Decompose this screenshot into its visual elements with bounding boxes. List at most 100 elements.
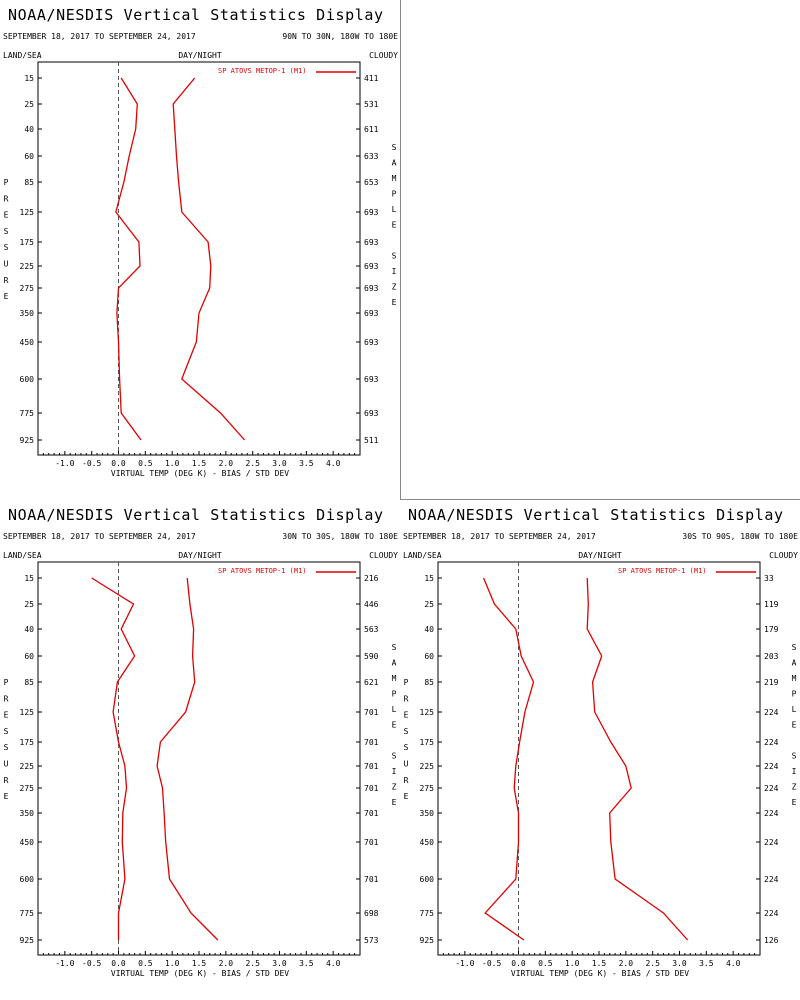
chart-title: NOAA/NESDIS Vertical Statistics Display <box>408 506 784 524</box>
right-label-letter: S <box>792 643 797 652</box>
right-label-letter: I <box>392 267 397 276</box>
sample-size-label: 216 <box>364 574 379 583</box>
x-tick-label: -0.5 <box>82 459 101 468</box>
pressure-tick-label: 85 <box>24 678 34 687</box>
x-tick-label: -1.0 <box>455 959 474 968</box>
right-label-letter: E <box>392 221 397 230</box>
pressure-tick-label: 125 <box>20 708 35 717</box>
x-tick-label: -1.0 <box>55 459 74 468</box>
right-label-letter: E <box>392 298 397 307</box>
panel-divider-horizontal <box>0 499 800 500</box>
ylabel-letter: S <box>4 243 9 252</box>
pressure-tick-label: 775 <box>420 909 435 918</box>
cloudy-label: CLOUDY <box>769 551 798 560</box>
pressure-tick-label: 175 <box>20 738 35 747</box>
x-tick-label: 0.5 <box>138 959 153 968</box>
right-label-letter: E <box>792 798 797 807</box>
right-label-letter: P <box>392 190 397 199</box>
pressure-tick-label: 925 <box>20 936 35 945</box>
pressure-tick-label: 450 <box>420 838 435 847</box>
x-tick-label: -0.5 <box>82 959 101 968</box>
chart-title: NOAA/NESDIS Vertical Statistics Display <box>8 506 384 524</box>
sample-size-label: 531 <box>364 100 379 109</box>
pressure-tick-label: 15 <box>424 574 434 583</box>
right-label-letter: P <box>392 690 397 699</box>
plot-frame <box>37 561 361 956</box>
right-label-letter: E <box>792 721 797 730</box>
ylabel-letter: E <box>404 711 409 720</box>
pressure-tick-label: 125 <box>420 708 435 717</box>
x-tick-label: 2.5 <box>245 459 260 468</box>
x-tick-label: 4.0 <box>726 959 741 968</box>
ylabel-letter: R <box>4 694 9 703</box>
pressure-tick-label: 925 <box>20 436 35 445</box>
day-night-label: DAY/NIGHT <box>178 51 222 60</box>
date-range: SEPTEMBER 18, 2017 TO SEPTEMBER 24, 2017 <box>3 32 196 41</box>
right-label-letter: Z <box>392 783 397 792</box>
pressure-tick-label: 600 <box>20 875 35 884</box>
right-label-letter: S <box>792 752 797 761</box>
right-label-letter: M <box>792 674 797 683</box>
sample-size-label: 224 <box>764 809 779 818</box>
region-label: 30S TO 90S, 180W TO 180E <box>682 532 798 541</box>
ylabel-letter: R <box>404 694 409 703</box>
plot-frame <box>37 61 361 456</box>
right-label-letter: E <box>392 798 397 807</box>
day-night-label: DAY/NIGHT <box>578 551 622 560</box>
ylabel-letter: P <box>4 678 9 687</box>
pressure-tick-label: 275 <box>20 284 35 293</box>
right-label-letter: L <box>792 705 797 714</box>
right-label-letter: M <box>392 674 397 683</box>
right-label-letter: I <box>392 767 397 776</box>
sample-size-label: 621 <box>364 678 379 687</box>
x-tick-label: 3.0 <box>272 959 287 968</box>
sample-size-label: 203 <box>764 652 779 661</box>
pressure-tick-label: 15 <box>24 74 34 83</box>
pressure-tick-label: 175 <box>20 238 35 247</box>
sample-size-label: 693 <box>364 309 379 318</box>
x-tick-label: 1.5 <box>192 459 207 468</box>
x-axis-label: VIRTUAL TEMP (DEG K) - BIAS / STD DEV <box>111 469 289 478</box>
sample-size-label: 224 <box>764 738 779 747</box>
right-label-letter: L <box>392 205 397 214</box>
sample-size-label: 446 <box>364 600 379 609</box>
right-label-letter: A <box>392 659 397 668</box>
x-tick-label: 0.0 <box>111 959 126 968</box>
sample-size-label: 693 <box>364 238 379 247</box>
pressure-tick-label: 40 <box>24 125 34 134</box>
ylabel-letter: U <box>4 760 9 769</box>
x-tick-label: 3.0 <box>672 959 687 968</box>
pressure-tick-label: 275 <box>420 784 435 793</box>
pressure-tick-label: 25 <box>24 600 34 609</box>
right-label-letter: Z <box>392 283 397 292</box>
pressure-tick-label: 600 <box>420 875 435 884</box>
x-tick-label: -1.0 <box>55 959 74 968</box>
ylabel-letter: R <box>4 194 9 203</box>
sample-size-label: 511 <box>364 436 379 445</box>
x-tick-label: 2.0 <box>619 959 634 968</box>
sample-size-label: 126 <box>764 936 779 945</box>
legend-label: SP ATOVS METOP-1 (M1) <box>218 567 307 575</box>
chart-title: NOAA/NESDIS Vertical Statistics Display <box>8 6 384 24</box>
chart-panel-90n-30n: NOAA/NESDIS Vertical Statistics Display S… <box>0 0 400 500</box>
x-axis-label: VIRTUAL TEMP (DEG K) - BIAS / STD DEV <box>511 969 689 978</box>
x-tick-label: 4.0 <box>326 459 341 468</box>
ylabel-letter: P <box>404 678 409 687</box>
pressure-tick-label: 25 <box>424 600 434 609</box>
pressure-tick-label: 225 <box>420 762 435 771</box>
pressure-tick-label: 925 <box>420 936 435 945</box>
pressure-tick-label: 775 <box>20 909 35 918</box>
land-sea-label: LAND/SEA <box>403 551 442 560</box>
x-tick-label: -0.5 <box>482 959 501 968</box>
pressure-tick-label: 15 <box>24 574 34 583</box>
chart-panel-30s-90s: NOAA/NESDIS Vertical Statistics Display S… <box>400 500 800 1000</box>
pressure-tick-label: 60 <box>24 652 34 661</box>
chart-svg: NOAA/NESDIS Vertical Statistics Display S… <box>403 506 798 978</box>
ylabel-letter: E <box>404 792 409 801</box>
series-line-std-dev <box>172 77 246 441</box>
sample-size-label: 701 <box>364 784 379 793</box>
x-tick-label: 4.0 <box>326 959 341 968</box>
pressure-tick-label: 275 <box>20 784 35 793</box>
right-label-letter: S <box>392 752 397 761</box>
pressure-tick-label: 450 <box>20 838 35 847</box>
